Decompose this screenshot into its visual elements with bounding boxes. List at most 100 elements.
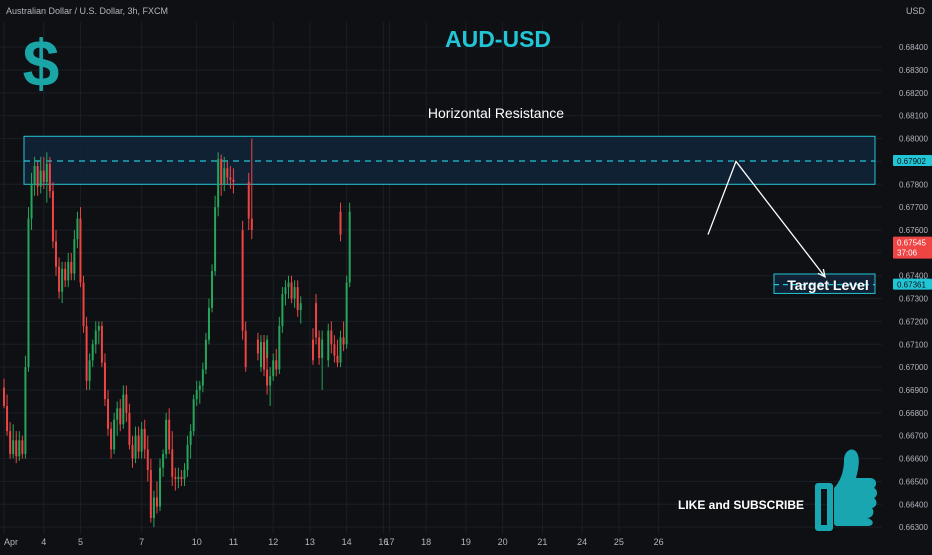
candle-body bbox=[9, 431, 12, 454]
time-tick-label: 4 bbox=[41, 537, 46, 547]
candle-body bbox=[339, 211, 342, 235]
time-tick-label: 13 bbox=[305, 537, 315, 547]
candle-body bbox=[110, 428, 113, 450]
candle-body bbox=[91, 344, 94, 361]
time-tick-label: 5 bbox=[78, 537, 83, 547]
projection-arrowhead bbox=[817, 268, 826, 279]
zones-layer bbox=[23, 135, 876, 294]
candle-body bbox=[107, 399, 110, 429]
price-tick-label: 0.68100 bbox=[899, 112, 928, 121]
candle-body bbox=[281, 294, 284, 326]
candle-body bbox=[3, 387, 5, 406]
candle-body bbox=[333, 344, 336, 356]
candle-body bbox=[119, 408, 122, 425]
candle-body bbox=[116, 408, 119, 420]
resistance-price-tag-bg bbox=[893, 154, 932, 166]
candle-body bbox=[293, 287, 296, 299]
candle-body bbox=[67, 262, 70, 281]
target-label: Target Level bbox=[787, 277, 868, 293]
resistance-label: Horizontal Resistance bbox=[428, 105, 564, 121]
candle-body bbox=[244, 330, 247, 368]
current-price-tag-text: 0.67545 bbox=[897, 239, 926, 248]
candle-body bbox=[42, 170, 45, 182]
candle-body bbox=[186, 444, 189, 470]
axis-currency-label: USD bbox=[906, 6, 926, 16]
price-tick-label: 0.66700 bbox=[899, 432, 928, 441]
candle-body bbox=[287, 282, 290, 288]
candle-body bbox=[36, 166, 39, 187]
time-tick-label: 19 bbox=[461, 537, 471, 547]
candle-body bbox=[201, 369, 204, 386]
price-tick-label: 0.67200 bbox=[899, 317, 928, 326]
grid-lines bbox=[0, 22, 882, 534]
time-tick-label: Apr bbox=[4, 537, 18, 547]
candle-body bbox=[27, 218, 30, 368]
candle-body bbox=[177, 476, 180, 480]
time-tick-label: 21 bbox=[537, 537, 547, 547]
candle-body bbox=[48, 163, 51, 192]
thumbs-up-icon[interactable] bbox=[815, 449, 877, 531]
candle-body bbox=[198, 385, 201, 390]
candle-body bbox=[143, 428, 146, 450]
candle-body bbox=[134, 435, 137, 459]
candle-body bbox=[79, 218, 82, 283]
candle-body bbox=[318, 337, 321, 358]
candle-body bbox=[180, 476, 183, 480]
candle-body bbox=[61, 268, 64, 292]
candle-body bbox=[220, 159, 223, 185]
price-tick-label: 0.66400 bbox=[899, 500, 928, 509]
cta-text: LIKE and SUBSCRIBE bbox=[678, 498, 804, 512]
price-axis[interactable]: 0.68400 0.68300 0.68200 0.68100 0.68000 0.679… bbox=[893, 43, 932, 532]
candle-body bbox=[278, 326, 281, 370]
chart-title: AUD-USD bbox=[445, 26, 551, 52]
candle-body bbox=[155, 497, 158, 507]
current-price-tag-bg bbox=[893, 236, 932, 259]
candle-body bbox=[162, 454, 165, 468]
candle-body bbox=[82, 282, 85, 326]
candle-body bbox=[51, 191, 54, 242]
dollar-glyph: $ bbox=[23, 26, 60, 100]
candle-body bbox=[159, 467, 162, 507]
candle-body bbox=[137, 435, 140, 452]
candle-body bbox=[21, 440, 24, 454]
time-tick-label: 10 bbox=[192, 537, 202, 547]
candle-body bbox=[55, 241, 58, 267]
candle-body bbox=[18, 440, 21, 457]
candle-body bbox=[122, 394, 125, 425]
price-tick-label: 0.66300 bbox=[899, 523, 928, 532]
candle-body bbox=[204, 339, 207, 370]
candle-body bbox=[30, 184, 33, 219]
price-tick-label: 0.67100 bbox=[899, 340, 928, 349]
target-price-tag-text: 0.67361 bbox=[897, 281, 926, 290]
candle-body bbox=[85, 326, 88, 381]
time-tick-label: 20 bbox=[498, 537, 508, 547]
price-tick-label: 0.68000 bbox=[899, 135, 928, 144]
time-tick-label: 17 bbox=[384, 537, 394, 547]
price-tick-label: 0.68200 bbox=[899, 89, 928, 98]
candle-body bbox=[296, 287, 299, 310]
time-tick-label: 12 bbox=[268, 537, 278, 547]
candle-body bbox=[24, 367, 27, 454]
candle-body bbox=[70, 262, 73, 274]
candle-body bbox=[250, 218, 253, 230]
candle-body bbox=[15, 440, 18, 457]
candle-body bbox=[327, 330, 330, 361]
resistance-zone bbox=[23, 135, 876, 185]
symbol-description: Australian Dollar / U.S. Dollar, 3h, FXC… bbox=[6, 6, 168, 16]
candle-body bbox=[217, 159, 220, 208]
candle-body bbox=[152, 497, 155, 518]
candle-body bbox=[97, 326, 100, 331]
candle-body bbox=[146, 449, 149, 470]
price-tick-label: 0.67600 bbox=[899, 226, 928, 235]
price-tick-label: 0.67800 bbox=[899, 180, 928, 189]
candle-body bbox=[33, 166, 36, 185]
candle-body bbox=[174, 476, 177, 480]
candle-body bbox=[103, 362, 106, 400]
candle-body bbox=[76, 218, 79, 240]
candle-body bbox=[284, 287, 287, 294]
time-tick-label: 25 bbox=[614, 537, 624, 547]
candle-body bbox=[128, 412, 131, 445]
candle-body bbox=[140, 428, 143, 452]
